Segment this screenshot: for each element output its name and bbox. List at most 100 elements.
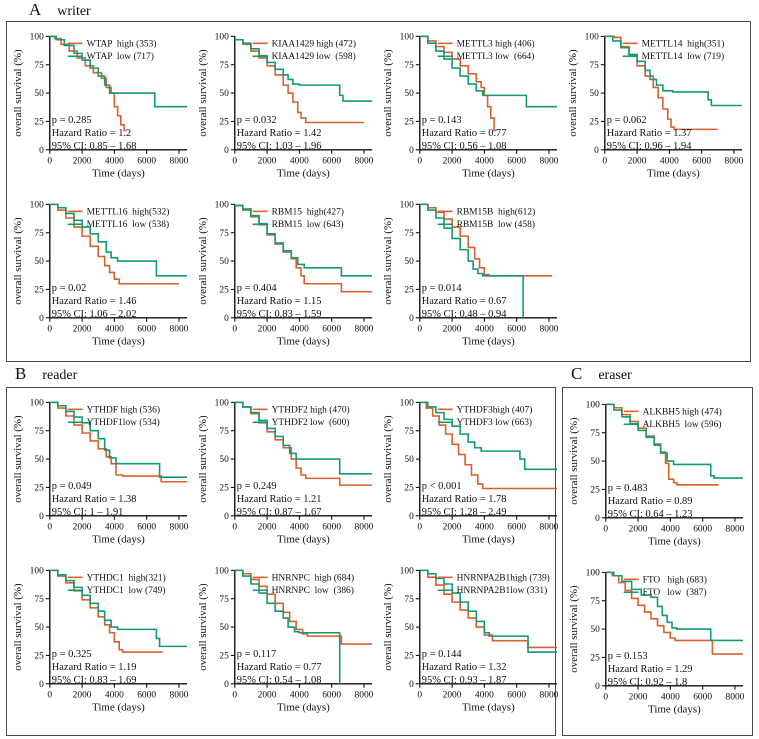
- x-axis: 0 2000 4000 6000 8000 Time (days): [417, 149, 559, 180]
- x-tick-label: 8000: [725, 157, 744, 167]
- y-axis-label: overall survival (%): [568, 585, 580, 673]
- p-value: p = 0.032: [237, 115, 277, 126]
- x-axis-label: Time (days): [277, 336, 330, 348]
- y-ticks: 0 25 50 75 100: [586, 401, 606, 524]
- stats: p = 0.483 Hazard Ratio = 0.89 95% CI: 0.…: [608, 483, 693, 520]
- x-tick-label: 6000: [322, 523, 341, 533]
- curves: [234, 401, 373, 486]
- confidence-interval: 95% CI: 0.87 – 1.67: [237, 507, 322, 518]
- km-plot: 0 25 50 75 100 overall survival (%) 0 2000 400…: [195, 396, 377, 548]
- y-tick-label: 100: [400, 399, 414, 409]
- legend-low-label: YTHDF2 low (600): [272, 417, 350, 428]
- y-axis-label: overall survival (%): [197, 583, 209, 671]
- x-tick-label: 2000: [258, 325, 277, 335]
- survival-plot-svg: 0 25 50 75 100 overall survival (%) 0 2000 400…: [197, 399, 374, 546]
- y-tick-label: 0: [409, 512, 414, 522]
- panel-b-box: 0 25 50 75 100 overall survival (%) 0 2000 400…: [6, 387, 559, 736]
- y-ticks: 0 25 50 75 100: [215, 33, 235, 156]
- curve-high-YTHDF2: [234, 401, 373, 486]
- x-ticks: 0 2000 4000 6000 8000: [47, 515, 189, 533]
- x-tick-label: 6000: [137, 325, 156, 335]
- survival-plot-svg: 0 25 50 75 100 overall survival (%) 0 2000 400…: [197, 201, 374, 348]
- y-tick-label: 0: [409, 314, 414, 324]
- x-tick-label: 4000: [105, 523, 124, 533]
- x-axis: 0 2000 4000 6000 8000 Time (days): [232, 515, 374, 546]
- legend: HNRNPA2B1high (739) HNRNPA2B1low (331): [437, 572, 550, 596]
- survival-plot-svg: 0 25 50 75 100 overall survival (%) 0 2000 400…: [12, 33, 189, 180]
- survival-plot-svg: 0 25 50 75 100 overall survival (%) 0 2000 400…: [197, 567, 374, 714]
- x-axis-label: Time (days): [92, 336, 145, 348]
- legend-low-label: ALKBH5 low (596): [643, 419, 722, 430]
- x-tick-label: 2000: [628, 157, 647, 167]
- x-tick-label: 8000: [540, 157, 559, 167]
- y-tick-label: 75: [589, 61, 599, 71]
- y-tick-label: 75: [34, 595, 44, 605]
- x-axis: 0 2000 4000 6000 8000 Time (days): [417, 515, 559, 546]
- y-axis-label: overall survival (%): [197, 415, 209, 503]
- x-tick-label: 4000: [105, 691, 124, 701]
- p-value: p = 0.143: [422, 115, 462, 126]
- y-tick-label: 100: [215, 33, 229, 43]
- legend-low-label: RBM15B low (458): [457, 219, 535, 230]
- y-tick-label: 25: [219, 484, 229, 494]
- y-tick-label: 100: [400, 567, 414, 577]
- curves: [234, 204, 373, 293]
- y-tick-label: 0: [39, 680, 44, 690]
- legend-high-label: HNRNPC high (684): [272, 572, 355, 583]
- x-tick-label: 6000: [322, 157, 341, 167]
- curve-low-YTHDC1: [49, 569, 188, 648]
- legend-high-label: YTHDF3high (407): [457, 404, 533, 415]
- curve-low-WTAP: [49, 35, 188, 108]
- curves: [605, 403, 744, 486]
- y-tick-label: 100: [30, 399, 44, 409]
- x-axis-label: Time (days): [277, 702, 330, 714]
- y-tick-label: 75: [219, 595, 229, 605]
- y-axis: 0 25 50 75 100 overall survival (%): [12, 567, 51, 690]
- curve-low-YTHDF2: [234, 401, 373, 475]
- x-tick-label: 6000: [137, 523, 156, 533]
- p-value: p = 0.483: [608, 483, 648, 494]
- y-axis-label: overall survival (%): [197, 217, 209, 305]
- y-tick-label: 100: [30, 567, 44, 577]
- y-tick-label: 0: [409, 680, 414, 690]
- km-plot: 0 25 50 75 100 overall survival (%) 0 2000 400…: [195, 564, 377, 716]
- p-value: p = 0.249: [237, 481, 277, 492]
- legend: METTL14 high(351) METTL14 low (719): [622, 38, 724, 62]
- x-axis-label: Time (days): [462, 336, 515, 348]
- y-tick-label: 50: [219, 89, 229, 99]
- legend-low-label: FTO low (387): [643, 587, 707, 598]
- y-ticks: 0 25 50 75 100: [30, 33, 50, 156]
- y-tick-label: 25: [590, 486, 600, 496]
- x-axis-label: Time (days): [277, 168, 330, 180]
- x-ticks: 0 2000 4000 6000 8000: [47, 317, 189, 335]
- curve-high-YTHDF1: [49, 401, 188, 483]
- legend-low-label: METTL3 low (664): [457, 51, 535, 62]
- y-tick-label: 0: [595, 682, 600, 692]
- x-axis: 0 2000 4000 6000 8000 Time (days): [603, 517, 745, 548]
- plot-row: 0 25 50 75 100 overall survival (%) 0 2000 400…: [566, 566, 752, 718]
- survival-plot-svg: 0 25 50 75 100 overall survival (%) 0 2000 400…: [568, 569, 745, 716]
- curve-low-HNRNPA2B1: [419, 569, 558, 653]
- y-ticks: 0 25 50 75 100: [400, 33, 420, 156]
- panel-a-letter: A: [29, 0, 42, 19]
- x-tick-label: 8000: [355, 325, 374, 335]
- x-ticks: 0 2000 4000 6000 8000: [47, 149, 189, 167]
- confidence-interval: 95% CI: 0.96 – 1.94: [607, 141, 692, 152]
- curve-high-YTHDC1: [49, 569, 163, 653]
- y-tick-label: 100: [30, 201, 44, 211]
- p-value: p = 0.325: [52, 649, 92, 660]
- panel-a-grid: 0 25 50 75 100 overall survival (%) 0 2000 400…: [7, 22, 750, 350]
- y-axis-label: overall survival (%): [12, 583, 24, 671]
- y-tick-label: 0: [594, 146, 599, 156]
- y-tick-label: 25: [34, 286, 44, 296]
- x-axis: 0 2000 4000 6000 8000 Time (days): [417, 317, 559, 348]
- confidence-interval: 95% CI: 0.64 – 1.23: [608, 509, 693, 520]
- y-tick-label: 25: [219, 652, 229, 662]
- confidence-interval: 95% CI: 1.06 – 2.02: [52, 309, 137, 320]
- x-tick-label: 4000: [105, 325, 124, 335]
- stats: p = 0.325 Hazard Ratio = 1.19 95% CI: 0.…: [52, 649, 137, 686]
- legend: YTHDF high (536) YTHDF1low (534): [67, 404, 160, 428]
- km-plot: 0 25 50 75 100 overall survival (%) 0 2000 400…: [380, 396, 562, 548]
- legend-low-label: HNRNPA2B1low (331): [457, 585, 548, 596]
